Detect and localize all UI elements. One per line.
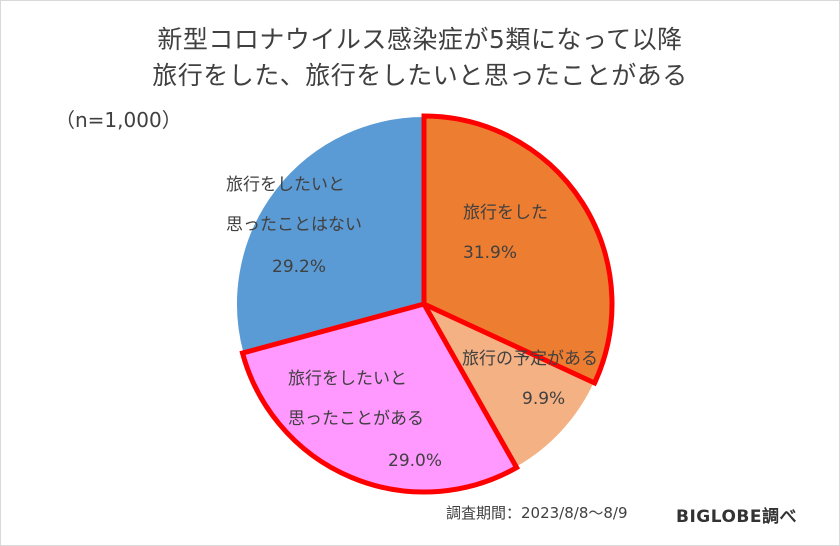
pie-slice-value-1: 31.9%: [463, 243, 517, 263]
pie-slices: [235, 114, 613, 493]
pie-slice-label-3-line-2: 思ったことがある: [288, 409, 424, 429]
pie-labels: 旅行をした31.9%旅行の予定がある9.9%旅行をしたいと思ったことがある29.…: [226, 175, 598, 471]
pie-slice-2: [421, 301, 596, 469]
sample-size-note: （n=1,000）: [55, 108, 182, 132]
pie-slice-value-2: 9.9%: [522, 389, 565, 409]
source-credit: BIGLOBE調べ: [676, 507, 797, 527]
pie-slice-4: [235, 114, 425, 355]
pie-slice-highlight-1: [421, 113, 615, 387]
chart-title-line-1: 新型コロナウイルス感染症が5類になって以降: [157, 25, 683, 54]
pie-slice-label-3-line-1: 旅行をしたいと: [288, 369, 407, 389]
pie-slice-label-4-line-1: 旅行をしたいと: [226, 175, 345, 195]
pie-slice-value-4: 29.2%: [272, 257, 326, 277]
chart-title-line-2: 旅行をした、旅行をしたいと思ったことがある: [152, 61, 688, 90]
pie-slice-value-3: 29.0%: [388, 451, 442, 471]
pie-slice-label-2-line-1: 旅行の予定がある: [462, 349, 598, 369]
pie-highlight-outlines: [239, 113, 615, 495]
pie-slice-highlight-3: [239, 301, 521, 495]
pie-slice-label-1-line-1: 旅行をした: [463, 203, 548, 223]
pie-slice-label-4-line-2: 思ったことはない: [226, 215, 362, 235]
survey-period: 調査期間：2023/8/8～8/9: [446, 504, 628, 522]
